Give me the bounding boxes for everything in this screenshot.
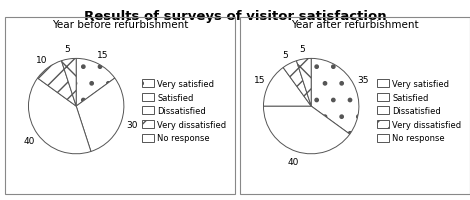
- Wedge shape: [311, 59, 359, 134]
- Text: 15: 15: [97, 50, 109, 59]
- Wedge shape: [62, 59, 76, 107]
- Wedge shape: [264, 107, 350, 154]
- Text: Year before refurbishment: Year before refurbishment: [52, 20, 188, 30]
- Wedge shape: [38, 61, 76, 107]
- Wedge shape: [29, 79, 91, 154]
- Legend: Very satisfied, Satisfied, Dissatisfied, Very dissatisfied, No response: Very satisfied, Satisfied, Dissatisfied,…: [377, 80, 462, 143]
- Text: 15: 15: [254, 76, 265, 85]
- Text: 5: 5: [299, 45, 305, 54]
- Legend: Very satisfied, Satisfied, Dissatisfied, Very dissatisfied, No response: Very satisfied, Satisfied, Dissatisfied,…: [142, 80, 227, 143]
- Text: 40: 40: [288, 157, 299, 166]
- Text: Year after refurbishment: Year after refurbishment: [291, 20, 419, 30]
- Wedge shape: [283, 61, 311, 107]
- Text: 10: 10: [36, 55, 48, 64]
- Text: 5: 5: [64, 45, 70, 54]
- Text: 40: 40: [24, 136, 35, 145]
- Wedge shape: [297, 59, 311, 107]
- Text: 30: 30: [126, 120, 137, 129]
- Wedge shape: [76, 79, 124, 152]
- Wedge shape: [76, 59, 115, 107]
- Text: Results of surveys of visitor satisfaction: Results of surveys of visitor satisfacti…: [84, 10, 386, 23]
- Text: 5: 5: [282, 50, 288, 59]
- Wedge shape: [264, 68, 311, 107]
- Text: 35: 35: [357, 76, 369, 85]
